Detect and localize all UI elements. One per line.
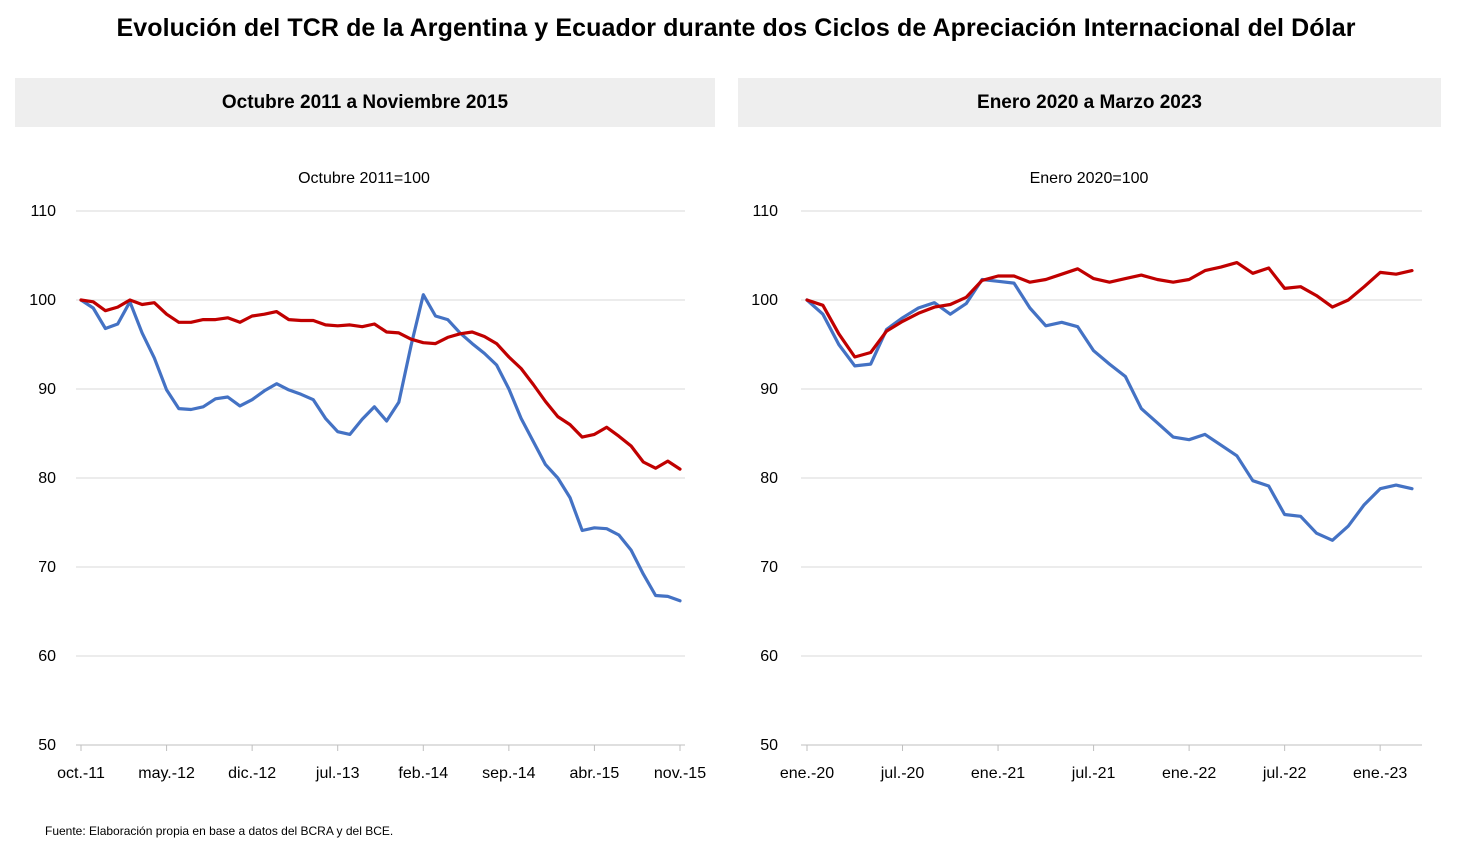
left-x-tick-label: feb.-14 <box>398 765 448 782</box>
right-y-tick-label: 100 <box>751 292 778 309</box>
right-y-tick-label: 90 <box>760 381 778 398</box>
right-y-tick-label: 50 <box>760 737 778 754</box>
source-note: Fuente: Elaboración propia en base a dat… <box>45 824 394 838</box>
left-series-line-blue <box>79 293 682 603</box>
right-x-tick-label: jul.-21 <box>1071 765 1116 782</box>
left-y-tick-label: 70 <box>38 559 56 576</box>
right-y-tick-label: 80 <box>760 470 778 487</box>
left-chart-subtitle: Octubre 2011=100 <box>298 170 430 187</box>
right-panel-header: Enero 2020 a Marzo 2023 <box>738 78 1441 127</box>
left-line-chart: Octubre 2011=100 50 60 70 80 90 100 110 oct.-11 m… <box>29 170 706 782</box>
left-y-tick-label: 50 <box>38 737 56 754</box>
right-y-tick-label: 60 <box>760 648 778 665</box>
left-x-tick-label: nov.-15 <box>654 765 706 782</box>
right-x-tick-label: ene.-22 <box>1162 765 1216 782</box>
right-x-tick-label: jul.-22 <box>1262 765 1307 782</box>
left-y-tick-label: 100 <box>29 292 56 309</box>
left-x-tick-label: dic.-12 <box>228 765 276 782</box>
left-y-tick-label: 80 <box>38 470 56 487</box>
right-x-tick-label: jul.-20 <box>880 765 925 782</box>
left-series-line-red <box>79 298 682 471</box>
left-x-tick-label: abr.-15 <box>570 765 620 782</box>
right-series-line-red <box>805 261 1414 359</box>
left-x-tick-label: may.-12 <box>138 765 195 782</box>
right-chart-subtitle: Enero 2020=100 <box>1030 170 1149 187</box>
right-line-chart: Enero 2020=100 50 60 70 80 90 100 110 ene.-20 jul… <box>751 170 1422 782</box>
right-y-tick-label: 70 <box>760 559 778 576</box>
right-series-line-blue <box>805 277 1414 542</box>
right-x-tick-label: ene.-23 <box>1353 765 1407 782</box>
left-x-tick-label: jul.-13 <box>315 765 360 782</box>
right-x-tick-label: ene.-21 <box>971 765 1025 782</box>
left-y-tick-label: 60 <box>38 648 56 665</box>
left-x-tick-label: sep.-14 <box>482 765 535 782</box>
left-y-tick-label: 110 <box>30 203 56 220</box>
right-y-tick-label: 110 <box>752 203 778 220</box>
left-y-tick-label: 90 <box>38 381 56 398</box>
main-title: Evolución del TCR de la Argentina y Ecua… <box>116 14 1356 42</box>
left-x-tick-label: oct.-11 <box>57 765 105 782</box>
left-panel-header: Octubre 2011 a Noviembre 2015 <box>15 78 715 127</box>
right-x-tick-label: ene.-20 <box>780 765 834 782</box>
